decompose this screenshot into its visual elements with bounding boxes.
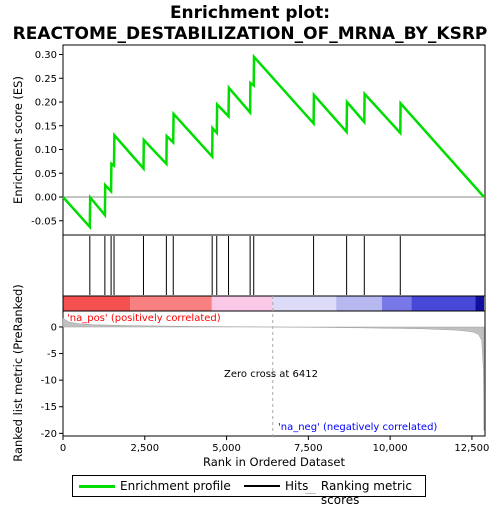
color-bar-segment xyxy=(272,296,337,311)
legend-hits-swatch xyxy=(244,485,280,487)
zero-cross-label: Zero cross at 6412 xyxy=(224,369,318,380)
color-bar-segment xyxy=(63,296,131,311)
x-tick-label: 2,500 xyxy=(130,443,159,454)
color-bar-segment xyxy=(211,296,273,311)
es-y-axis-label: Enrichment score (ES) xyxy=(11,76,25,204)
legend-hits-label: Hits xyxy=(285,479,309,493)
ranking-color-bar xyxy=(63,296,485,311)
metric-panel-frame xyxy=(62,310,486,437)
x-axis: 0 2,500 5,000 7,500 10,000 12,500 xyxy=(60,436,489,454)
es-y-tick-label: 0.05 xyxy=(35,169,57,180)
es-y-tick-label: -0.05 xyxy=(31,216,57,227)
color-bar-segment xyxy=(130,296,212,311)
color-bar-segment xyxy=(381,296,412,311)
hits-panel-frame xyxy=(62,234,486,297)
x-tick-label: 0 xyxy=(60,443,66,454)
es-y-tick-label: 0.30 xyxy=(35,50,57,61)
x-tick-label: 7,500 xyxy=(294,443,323,454)
hit-markers xyxy=(89,236,401,295)
pos-correlated-label: 'na_pos' (positively correlated) xyxy=(67,313,221,324)
ranking-metric-area xyxy=(62,317,485,431)
es-y-tick-label: 0.20 xyxy=(35,98,57,109)
metric-y-tick-label: -10 xyxy=(41,376,57,387)
es-y-tick-label: 0.10 xyxy=(35,145,57,156)
color-bar-segment xyxy=(411,296,476,311)
metric-y-tick-label: 0 xyxy=(51,322,57,333)
color-bar-segment xyxy=(475,296,485,311)
es-y-tick-label: 0.25 xyxy=(35,74,57,85)
enrichment-profile-line xyxy=(62,53,485,231)
es-y-tick-label: 0.00 xyxy=(35,193,57,204)
chart-title-line1: Enrichment plot: xyxy=(170,3,330,23)
legend-metric-swatch xyxy=(305,492,316,494)
es-y-axis: -0.05 0.00 0.05 0.10 0.15 0.20 0.25 0.30 xyxy=(31,50,63,227)
metric-y-tick-label: -20 xyxy=(41,429,57,440)
metric-y-axis: -20 -15 -10 -5 0 xyxy=(41,322,63,440)
legend-profile-swatch xyxy=(79,484,115,488)
x-tick-label: 12,500 xyxy=(454,443,489,454)
es-panel-frame xyxy=(62,44,486,236)
legend-profile-label: Enrichment profile xyxy=(120,479,231,493)
neg-correlated-label: 'na_neg' (negatively correlated) xyxy=(278,422,437,433)
es-y-tick-label: 0.15 xyxy=(35,121,57,132)
legend-item-metric: Ranking metric scores xyxy=(305,479,425,507)
color-bar-segment xyxy=(336,296,382,311)
legend-metric-label: Ranking metric scores xyxy=(320,479,412,507)
x-tick-label: 10,000 xyxy=(373,443,408,454)
legend-item-profile: Enrichment profile xyxy=(79,479,231,493)
metric-y-tick-label: -5 xyxy=(47,349,57,360)
metric-y-axis-label: Ranked list metric (PreRanked) xyxy=(11,284,25,462)
x-axis-label: Rank in Ordered Dataset xyxy=(203,455,346,469)
legend-item-hits: Hits xyxy=(244,479,308,493)
metric-y-tick-label: -15 xyxy=(41,402,57,413)
legend: Enrichment profile Hits Ranking metric s… xyxy=(72,475,426,507)
chart-title-line2: REACTOME_DESTABILIZATION_OF_MRNA_BY_KSRP xyxy=(13,24,488,44)
x-tick-label: 5,000 xyxy=(212,443,241,454)
